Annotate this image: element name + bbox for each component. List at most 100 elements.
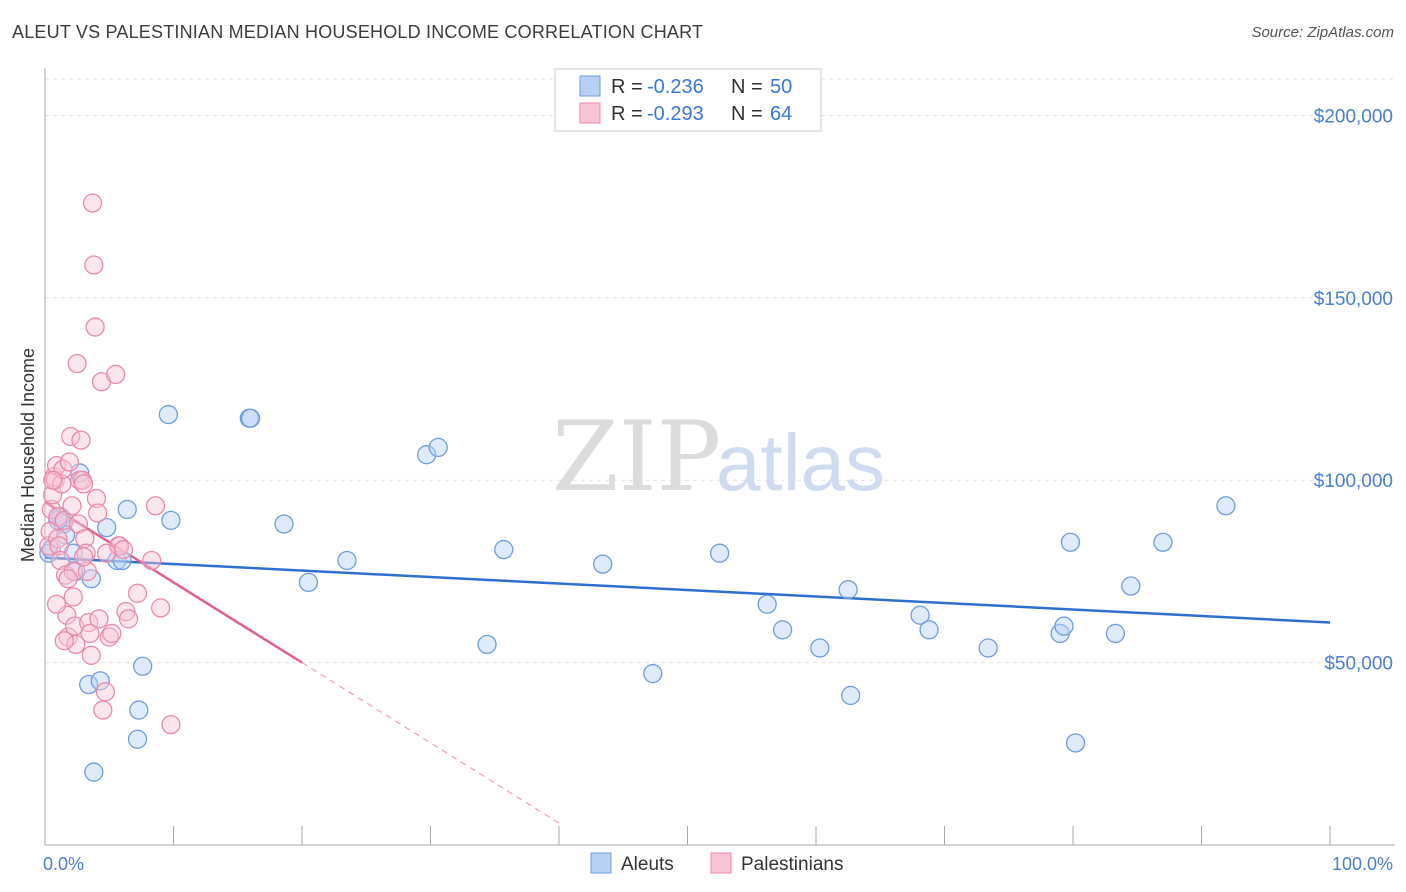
point-palestinians-2 (41, 499, 62, 520)
y-tick-labels: $50,000 $100,000 $150,000 $200,000 (1314, 106, 1393, 674)
point-aleuts-41 (1054, 616, 1074, 636)
point-palestinians-61 (58, 569, 78, 589)
point-palestinians-42 (93, 700, 113, 720)
point-palestinians-35 (82, 193, 103, 213)
bottom-legend-label-aleuts: Aleuts (621, 854, 674, 875)
point-palestinians-31 (77, 561, 98, 582)
legend-swatch-aleuts (579, 75, 601, 97)
x-tick-label-1: 100.0% (1332, 854, 1393, 874)
point-palestinians-9 (49, 536, 69, 556)
point-aleuts-8 (79, 674, 99, 695)
point-aleuts-44 (1105, 623, 1126, 644)
legend-r-value-palestinians: -0.293 (647, 103, 704, 125)
point-palestinians-49 (113, 539, 134, 560)
point-aleuts-39 (978, 638, 998, 658)
point-palestinians-50 (116, 601, 136, 622)
trend-lines (44, 501, 1331, 824)
gridlines (45, 78, 1395, 664)
point-palestinians-57 (54, 631, 74, 651)
point-aleuts-36 (841, 685, 861, 706)
point-palestinians-43 (95, 682, 116, 702)
point-aleuts-14 (117, 499, 137, 520)
chart-title: ALEUT VS PALESTINIAN MEDIAN HOUSEHOLD IN… (12, 22, 704, 42)
point-aleuts-33 (772, 620, 793, 640)
point-palestinians-53 (142, 550, 162, 571)
point-aleuts-29 (593, 554, 613, 574)
point-aleuts-43 (1065, 733, 1086, 753)
point-aleuts-10 (84, 762, 104, 782)
point-aleuts-28 (494, 539, 514, 560)
y-tick-label-2: $150,000 (1314, 289, 1393, 310)
point-aleuts-30 (643, 663, 663, 684)
point-aleuts-18 (158, 404, 179, 425)
data-points (39, 193, 1236, 782)
point-palestinians-8 (48, 528, 68, 549)
bottom-legend: Aleuts Palestinians (590, 852, 843, 875)
point-aleuts-47 (1216, 496, 1236, 516)
trend-line-aleuts (44, 556, 1331, 624)
point-palestinians-26 (71, 430, 91, 450)
y-tick-label-0: $50,000 (1324, 654, 1393, 675)
point-aleuts-13 (107, 550, 127, 571)
point-aleuts-21 (240, 408, 261, 428)
point-aleuts-24 (337, 550, 357, 571)
point-aleuts-46 (1153, 532, 1173, 552)
point-palestinians-10 (50, 550, 71, 571)
point-palestinians-56 (161, 714, 181, 735)
point-palestinians-38 (86, 488, 107, 509)
point-palestinians-37 (85, 317, 105, 337)
point-palestinians-34 (81, 645, 101, 665)
point-palestinians-51 (118, 609, 139, 629)
point-aleuts-17 (133, 656, 153, 676)
point-palestinians-55 (150, 598, 171, 618)
point-aleuts-27 (477, 634, 497, 655)
point-aleuts-37 (910, 605, 930, 625)
x-tick-label-0: 0.0% (43, 854, 84, 874)
point-aleuts-26 (428, 437, 448, 458)
legend-r-value-aleuts: -0.236 (647, 76, 704, 98)
legend-n-value-palestinians: 64 (770, 103, 792, 125)
point-palestinians-58 (63, 587, 83, 607)
point-palestinians-33 (80, 623, 100, 644)
legend: R = -0.236 N = 50 R = -0.293 N = 64 (554, 68, 822, 132)
point-aleuts-22 (274, 514, 294, 534)
point-aleuts-42 (1060, 532, 1081, 552)
point-palestinians-19 (62, 496, 82, 516)
point-aleuts-34 (810, 638, 830, 658)
point-palestinians-60 (46, 594, 67, 614)
watermark-zip: ZIP (552, 401, 721, 513)
legend-n-value-aleuts: 50 (770, 76, 792, 98)
point-aleuts-32 (757, 594, 777, 614)
point-aleuts-35 (838, 580, 858, 600)
point-aleuts-12 (97, 518, 117, 538)
axes (44, 68, 1395, 846)
point-palestinians-63 (43, 470, 63, 490)
legend-r-label-palestinians: R = (611, 103, 643, 125)
legend-swatch-palestinians (579, 102, 601, 124)
point-palestinians-39 (88, 503, 108, 523)
legend-n-label-palestinians: N = (731, 103, 763, 125)
watermark-atlas: atlas (716, 418, 885, 507)
point-palestinians-22 (66, 634, 86, 655)
point-palestinians-46 (106, 364, 126, 385)
point-palestinians-54 (145, 496, 166, 516)
trend-line-extension-palestinians (301, 662, 560, 824)
point-palestinians-40 (89, 609, 109, 629)
y-tick-label-1: $100,000 (1314, 471, 1393, 492)
point-aleuts-45 (1121, 576, 1141, 596)
point-aleuts-31 (709, 543, 730, 563)
bottom-legend-label-palestinians: Palestinians (741, 854, 843, 875)
point-palestinians-23 (67, 353, 87, 374)
point-palestinians-52 (127, 583, 148, 603)
point-aleuts-16 (129, 700, 149, 720)
y-axis-label: Median Household Income (18, 348, 38, 562)
legend-n-label-aleuts: N = (731, 76, 763, 98)
point-aleuts-25 (416, 445, 437, 465)
point-palestinians-45 (102, 623, 122, 644)
bottom-legend-swatch-palestinians (710, 852, 732, 874)
point-palestinians-36 (84, 255, 104, 275)
point-aleuts-38 (919, 620, 939, 640)
point-aleuts-15 (127, 729, 148, 749)
y-tick-label-3: $200,000 (1314, 106, 1393, 127)
